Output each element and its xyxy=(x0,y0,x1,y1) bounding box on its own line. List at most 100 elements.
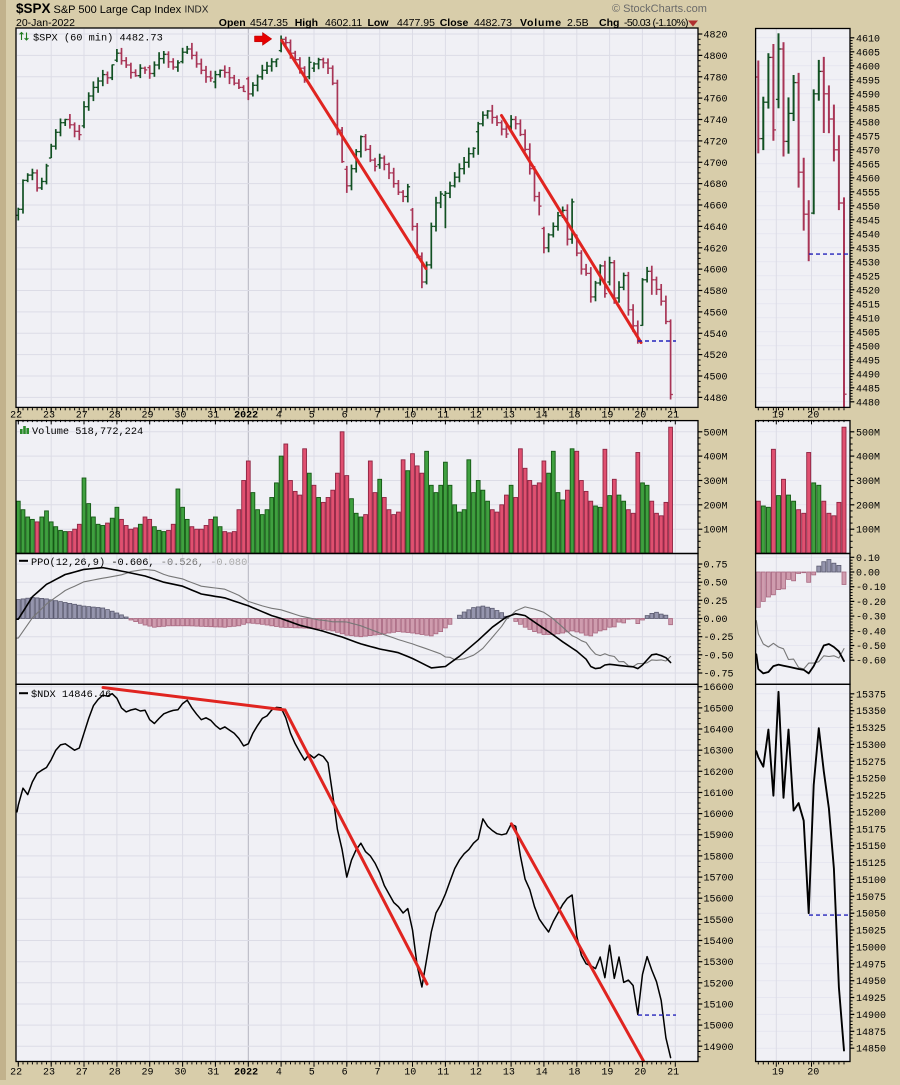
svg-text:500M: 500M xyxy=(704,428,728,439)
svg-text:15300: 15300 xyxy=(856,741,886,752)
svg-text:Open: Open xyxy=(219,17,246,29)
svg-text:7: 7 xyxy=(374,410,380,421)
svg-text:4800: 4800 xyxy=(704,52,728,63)
svg-text:4600: 4600 xyxy=(704,266,728,277)
svg-text:4560: 4560 xyxy=(704,308,728,319)
svg-text:$SPX (60 min) 4482.73: $SPX (60 min) 4482.73 xyxy=(33,33,163,45)
svg-text:4740: 4740 xyxy=(704,116,728,127)
svg-text:7: 7 xyxy=(374,1068,380,1079)
svg-text:14850: 14850 xyxy=(856,1045,886,1056)
svg-text:6: 6 xyxy=(342,1068,348,1079)
svg-text:15350: 15350 xyxy=(856,707,886,718)
svg-text:23: 23 xyxy=(43,1068,55,1079)
svg-text:4680: 4680 xyxy=(704,180,728,191)
svg-text:15100: 15100 xyxy=(856,876,886,887)
svg-text:300M: 300M xyxy=(704,477,728,488)
svg-text:4575: 4575 xyxy=(856,132,880,143)
svg-text:21: 21 xyxy=(667,1068,679,1079)
svg-text:4555: 4555 xyxy=(856,188,880,199)
svg-text:S&P 500 Large Cap Index: S&P 500 Large Cap Index xyxy=(54,4,182,16)
svg-text:4525: 4525 xyxy=(856,272,880,283)
svg-text:4530: 4530 xyxy=(856,258,880,269)
svg-text:300M: 300M xyxy=(856,477,880,488)
svg-text:2022: 2022 xyxy=(234,1068,258,1079)
svg-text:14875: 14875 xyxy=(856,1028,886,1039)
svg-text:4482.73: 4482.73 xyxy=(474,17,512,29)
svg-text:0.50: 0.50 xyxy=(704,579,728,590)
svg-text:0.00: 0.00 xyxy=(704,615,728,626)
svg-text:15375: 15375 xyxy=(856,690,886,701)
svg-text:16100: 16100 xyxy=(704,789,734,800)
svg-text:4590: 4590 xyxy=(856,90,880,101)
svg-text:10: 10 xyxy=(404,410,416,421)
svg-text:18: 18 xyxy=(568,410,580,421)
svg-text:12: 12 xyxy=(470,410,482,421)
svg-text:18: 18 xyxy=(568,1068,580,1079)
svg-text:0.75: 0.75 xyxy=(704,561,728,572)
svg-text:13: 13 xyxy=(503,1068,515,1079)
svg-text:-50.03 (-1.10%): -50.03 (-1.10%) xyxy=(624,17,688,29)
svg-text:-0.080: -0.080 xyxy=(210,557,247,569)
svg-text:4540: 4540 xyxy=(704,330,728,341)
svg-text:4602.11: 4602.11 xyxy=(325,17,362,29)
svg-text:0.25: 0.25 xyxy=(704,597,728,608)
svg-text:15900: 15900 xyxy=(704,831,734,842)
svg-text:2.5B: 2.5B xyxy=(567,17,589,29)
svg-text:23: 23 xyxy=(43,410,55,421)
svg-text:4505: 4505 xyxy=(856,328,880,339)
svg-text:4580: 4580 xyxy=(704,287,728,298)
svg-text:31: 31 xyxy=(207,1068,219,1079)
svg-text:4585: 4585 xyxy=(856,104,880,115)
svg-text:16200: 16200 xyxy=(704,768,734,779)
svg-text:22: 22 xyxy=(10,1068,22,1079)
svg-text:12: 12 xyxy=(470,1068,482,1079)
svg-text:14900: 14900 xyxy=(704,1043,734,1054)
svg-text:4490: 4490 xyxy=(856,370,880,381)
svg-text:Low: Low xyxy=(368,17,390,29)
svg-text:4500: 4500 xyxy=(856,342,880,353)
svg-text:16600: 16600 xyxy=(704,683,734,694)
svg-text:$NDX 14846.46: $NDX 14846.46 xyxy=(31,689,111,701)
svg-text:20-Jan-2022: 20-Jan-2022 xyxy=(16,17,75,29)
svg-text:0.10: 0.10 xyxy=(856,554,880,565)
svg-text:4640: 4640 xyxy=(704,223,728,234)
svg-text:20: 20 xyxy=(634,410,646,421)
svg-text:High: High xyxy=(295,17,318,29)
svg-text:15600: 15600 xyxy=(704,895,734,906)
svg-text:4700: 4700 xyxy=(704,159,728,170)
svg-text:27: 27 xyxy=(76,410,88,421)
svg-text:4600: 4600 xyxy=(856,62,880,73)
svg-text:28: 28 xyxy=(109,1068,121,1079)
svg-text:15025: 15025 xyxy=(856,927,886,938)
svg-text:15200: 15200 xyxy=(856,808,886,819)
svg-text:14975: 14975 xyxy=(856,960,886,971)
svg-text:Close: Close xyxy=(440,17,469,29)
svg-text:15050: 15050 xyxy=(856,910,886,921)
svg-text:31: 31 xyxy=(207,410,219,421)
svg-text:4560: 4560 xyxy=(856,174,880,185)
svg-text:15100: 15100 xyxy=(704,1001,734,1012)
svg-text:4760: 4760 xyxy=(704,95,728,106)
svg-text:15000: 15000 xyxy=(704,1022,734,1033)
svg-text:19: 19 xyxy=(601,1068,613,1079)
svg-text:Volume: Volume xyxy=(520,17,562,29)
svg-text:19: 19 xyxy=(772,410,784,421)
svg-text:4: 4 xyxy=(276,1068,282,1079)
svg-text:4820: 4820 xyxy=(704,31,728,42)
svg-text:11: 11 xyxy=(437,410,449,421)
svg-text:4570: 4570 xyxy=(856,146,880,157)
svg-text:14950: 14950 xyxy=(856,977,886,988)
svg-text:15175: 15175 xyxy=(856,825,886,836)
svg-text:15275: 15275 xyxy=(856,758,886,769)
svg-text:4510: 4510 xyxy=(856,314,880,325)
svg-text:© StockCharts.com: © StockCharts.com xyxy=(612,3,707,15)
svg-text:-0.50: -0.50 xyxy=(856,642,886,653)
svg-text:4565: 4565 xyxy=(856,160,880,171)
svg-text:4480: 4480 xyxy=(856,398,880,409)
svg-text:-0.30: -0.30 xyxy=(856,613,886,624)
svg-text:4535: 4535 xyxy=(856,244,880,255)
svg-text:-0.25: -0.25 xyxy=(704,633,734,644)
svg-text:-0.60: -0.60 xyxy=(856,657,886,668)
svg-text:4620: 4620 xyxy=(704,244,728,255)
svg-text:15800: 15800 xyxy=(704,852,734,863)
